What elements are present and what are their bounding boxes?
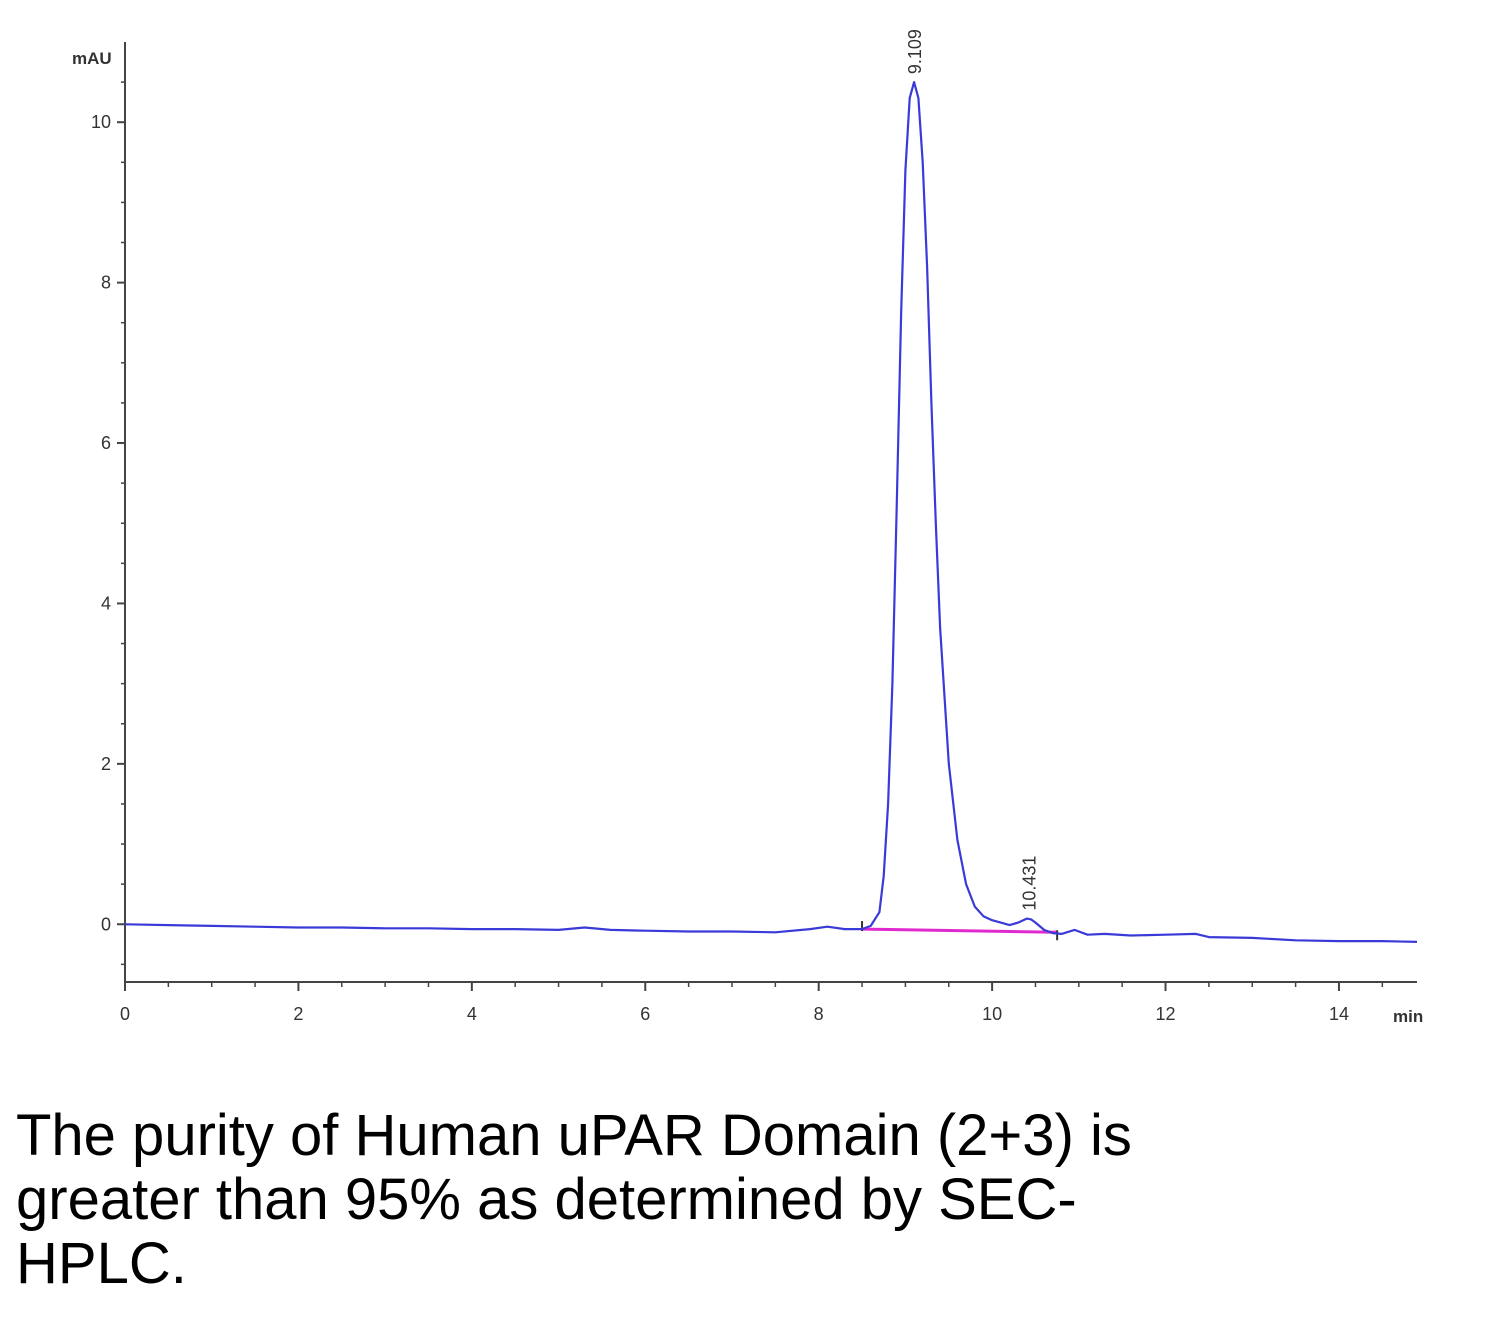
axes: mAU min: [72, 42, 1423, 1026]
y-tick-label: 0: [101, 914, 111, 934]
figure-caption: The purity of Human uPAR Domain (2+3) is…: [16, 1103, 1132, 1296]
x-tick-label: 0: [120, 1004, 130, 1024]
y-tick-label: 10: [91, 112, 111, 132]
x-tick-label: 4: [467, 1004, 477, 1024]
peak-label: 9.109: [905, 29, 925, 74]
peak-label: 10.431: [1019, 856, 1039, 911]
y-tick-label: 8: [101, 273, 111, 293]
y-axis-label: mAU: [72, 49, 112, 68]
plot-area: 9.109 10.431: [124, 29, 1418, 943]
integration-baseline: [862, 927, 1058, 934]
y-tick-label: 2: [101, 754, 111, 774]
x-tick-label: 6: [640, 1004, 650, 1024]
x-tick-label: 12: [1156, 1004, 1176, 1024]
x-tick-label: 8: [814, 1004, 824, 1024]
x-tick-label: 10: [982, 1004, 1002, 1024]
signal-trace: [124, 81, 1418, 943]
x-tick-label: 14: [1329, 1004, 1349, 1024]
ticks: 0 2 4 6 8 10 12 14 0 2 4 6 8 10: [91, 81, 1384, 1024]
chromatogram-chart: mAU min 0 2 4 6 8 10 12 14 0 2 4 6 8 10 9.109 10.431: [72, 29, 1423, 1026]
x-axis-label: min: [1393, 1007, 1423, 1026]
x-tick-label: 2: [293, 1004, 303, 1024]
y-tick-label: 4: [101, 593, 111, 613]
y-tick-label: 6: [101, 433, 111, 453]
